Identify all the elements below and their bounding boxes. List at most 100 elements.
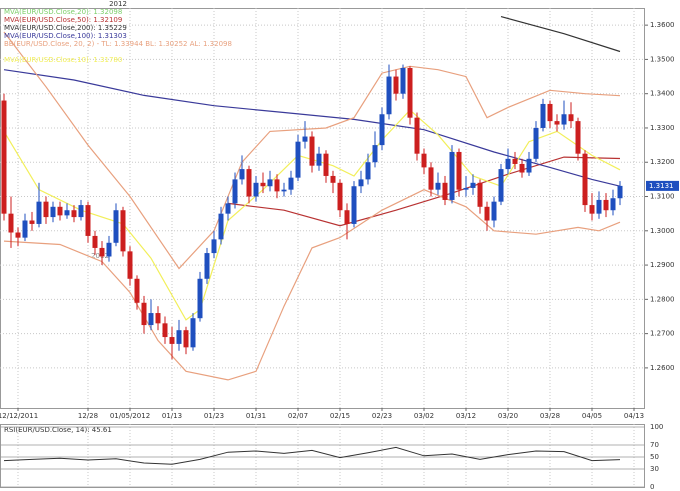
candle-body (232, 179, 238, 204)
candle-body (330, 175, 336, 183)
legend-entry: MVA(EUR/USD.Close,100): 1.31303 (4, 32, 127, 40)
rsi-tick-label: 50 (650, 453, 659, 461)
x-tick-label: 03/28 (540, 412, 560, 420)
candle-body (106, 242, 112, 257)
candle-body (260, 182, 266, 187)
candle-body (491, 201, 497, 221)
plot-frame (0, 8, 645, 409)
rsi-tick-label: 100 (650, 423, 663, 431)
rsi-title: RSI(EUR/USD.Close, 14): 45.61 (4, 426, 112, 434)
x-tick-label: 01/31 (246, 412, 266, 420)
candle-body (393, 76, 399, 94)
x-tick-label: 01/23 (204, 412, 224, 420)
candle-body (92, 235, 98, 248)
candle-body (64, 210, 70, 216)
x-tick-label: 04/13 (624, 412, 644, 420)
candle-body (575, 121, 581, 154)
x-tick-label: 12/28 (78, 412, 98, 420)
candle-body (8, 213, 14, 233)
candle-body (547, 103, 553, 122)
rsi-tick-label: 0 (650, 483, 654, 491)
y-tick-label: 1.2800 (650, 295, 675, 303)
candle-body (134, 278, 140, 303)
candle-body (610, 198, 616, 211)
candle-body (358, 179, 364, 187)
last-price-box (646, 180, 679, 191)
rsi-frame (0, 424, 645, 488)
rsi-tick-label: 70 (650, 441, 659, 449)
x-tick-label: 12/12/2011 (0, 412, 38, 420)
candle-body (533, 127, 539, 159)
candle-body (561, 114, 567, 125)
candle-body (414, 117, 420, 154)
candle-body (505, 158, 511, 170)
candle-body (337, 182, 343, 211)
legend-entry: MVA(EUR/USD.Close,10): 1.31780 (4, 56, 122, 64)
candle-body (603, 199, 609, 211)
candle-body (323, 153, 329, 176)
candle-body (1, 100, 7, 214)
legend-entry: MVA(EUR/USD.Close,200): 1.35229 (4, 24, 127, 32)
candle-body (190, 318, 196, 348)
candle-body (540, 103, 546, 128)
candle-body (176, 330, 182, 344)
candle-body (127, 251, 133, 279)
indicator-line (3, 189, 621, 381)
candle-body (617, 185, 623, 199)
candle-body (169, 337, 175, 344)
candle-body (512, 158, 518, 164)
indicator-line (227, 156, 621, 227)
candle-body (519, 163, 525, 173)
indicator-line (3, 109, 621, 321)
y-tick-label: 1.3400 (650, 90, 675, 98)
x-tick-label: 02/07 (288, 412, 308, 420)
candle-body (477, 182, 483, 207)
y-tick-label: 1.2600 (650, 364, 675, 372)
candle-body (449, 151, 455, 200)
legend-entry: BB(EUR/USD.Close, 20, 2) - TL: 1.33944 B… (4, 40, 232, 48)
candle-body (344, 210, 350, 224)
candle-body (302, 136, 308, 142)
candle-body (155, 313, 161, 324)
candle-body (43, 201, 49, 218)
candle-body (141, 302, 147, 326)
y-tick-label: 1.3200 (650, 158, 675, 166)
candle-body (183, 330, 189, 348)
y-tick-label: 1.3600 (650, 21, 675, 29)
top-year-label: 2012 (109, 0, 127, 8)
x-tick-label: 03/02 (414, 412, 434, 420)
candle-body (365, 162, 371, 180)
candle-body (596, 199, 602, 214)
candle-body (50, 206, 56, 218)
candle-body (554, 121, 560, 125)
rsi-line (3, 446, 621, 465)
candle-body (351, 186, 357, 224)
indicator-line (3, 31, 621, 270)
y-tick-label: 1.3000 (650, 227, 675, 235)
legend-entry: MVA(EUR/USD.Close,20): 1.32098 (4, 8, 122, 16)
x-tick-label: 02/15 (330, 412, 350, 420)
candle-body (29, 220, 35, 224)
candle-body (372, 145, 378, 163)
candle-body (589, 205, 595, 214)
candle-body (71, 210, 77, 218)
candle-body (239, 169, 245, 180)
candle-body (386, 76, 392, 115)
indicator-line (500, 16, 621, 53)
candle-body (309, 136, 315, 166)
x-tick-label: 04/05 (582, 412, 602, 420)
candle-body (428, 167, 434, 190)
candle-body (267, 179, 273, 187)
candle-body (582, 153, 588, 206)
candle-body (148, 313, 154, 326)
candle-body (470, 182, 476, 188)
candle-body (162, 323, 168, 338)
candle-body (456, 151, 462, 190)
y-tick-label: 1.3100 (650, 193, 675, 201)
y-tick-label: 1.3300 (650, 124, 675, 132)
candle-body (442, 182, 448, 200)
candle-body (568, 114, 574, 122)
legend-entry: MVA(EUR/USD.Close,50): 1.32109 (4, 16, 122, 24)
x-tick-label: 03/20 (498, 412, 518, 420)
candle-body (400, 67, 406, 94)
